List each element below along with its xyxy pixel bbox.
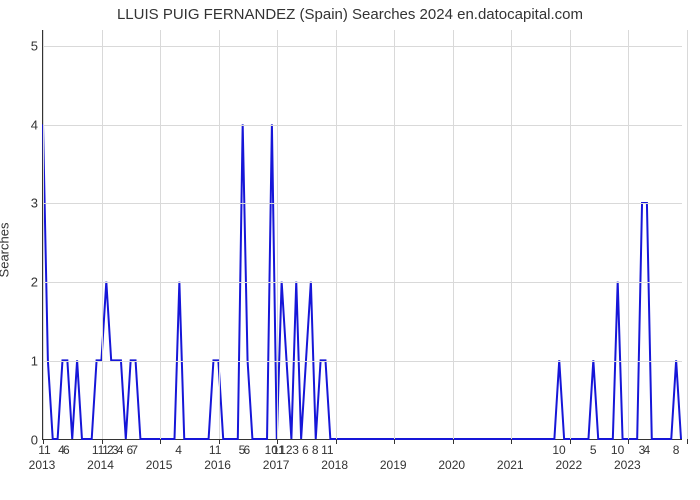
grid-line-v (219, 30, 220, 439)
x-tick-mark (511, 439, 512, 444)
x-value-mark: 4 (175, 443, 182, 457)
x-value-mark: 11 (209, 443, 221, 457)
grid-line-h (43, 46, 682, 47)
x-tick-mark (687, 439, 688, 444)
grid-line-h (43, 361, 682, 362)
x-value-mark: 11 (38, 443, 50, 457)
y-tick-label: 0 (8, 433, 38, 448)
grid-line-h (43, 125, 682, 126)
y-tick-label: 2 (8, 275, 38, 290)
x-value-mark: 12 (279, 443, 292, 457)
y-tick-label: 1 (8, 354, 38, 369)
grid-line-v (511, 30, 512, 439)
x-value-mark: 6 (244, 443, 251, 457)
grid-line-v (394, 30, 395, 439)
x-tick-mark (394, 439, 395, 444)
y-axis-label: Searches (0, 223, 12, 278)
x-tick-mark (160, 439, 161, 444)
grid-line-v (43, 30, 44, 439)
x-value-mark: 4 (117, 443, 124, 457)
grid-line-v (102, 30, 103, 439)
x-major-label: 2017 (263, 458, 290, 472)
x-value-mark: 3 (292, 443, 299, 457)
plot-area (42, 30, 682, 440)
x-major-label: 2016 (204, 458, 231, 472)
grid-line-v (628, 30, 629, 439)
x-tick-mark (628, 439, 629, 444)
grid-line-v (570, 30, 571, 439)
x-value-mark: 10 (611, 443, 624, 457)
grid-line-v (336, 30, 337, 439)
x-value-mark: 8 (673, 443, 680, 457)
chart-title: LLUIS PUIG FERNANDEZ (Spain) Searches 20… (0, 6, 700, 23)
x-major-label: 2019 (380, 458, 407, 472)
x-value-mark: 8 (312, 443, 319, 457)
grid-line-v (277, 30, 278, 439)
x-value-mark: 5 (590, 443, 597, 457)
x-tick-mark (570, 439, 571, 444)
x-tick-mark (336, 439, 337, 444)
x-major-label: 2023 (614, 458, 641, 472)
grid-line-v (687, 30, 688, 439)
x-major-label: 2021 (497, 458, 524, 472)
x-major-label: 2013 (29, 458, 56, 472)
y-tick-label: 4 (8, 117, 38, 132)
y-tick-label: 5 (8, 38, 38, 53)
x-major-label: 2022 (555, 458, 582, 472)
x-major-label: 2014 (87, 458, 114, 472)
x-value-mark: 11 (321, 443, 333, 457)
y-tick-label: 3 (8, 196, 38, 211)
x-major-label: 2020 (438, 458, 465, 472)
x-value-mark: 10 (552, 443, 565, 457)
grid-line-v (453, 30, 454, 439)
x-value-mark: 6 (302, 443, 309, 457)
grid-line-h (43, 203, 682, 204)
x-value-mark: 7 (131, 443, 138, 457)
x-tick-mark (453, 439, 454, 444)
x-major-label: 2015 (146, 458, 173, 472)
grid-line-h (43, 282, 682, 283)
x-major-label: 2018 (321, 458, 348, 472)
x-value-mark: 4 (644, 443, 651, 457)
x-value-mark: 6 (63, 443, 70, 457)
line-chart-svg (43, 30, 682, 439)
chart-container: LLUIS PUIG FERNANDEZ (Spain) Searches 20… (0, 0, 700, 500)
grid-line-v (160, 30, 161, 439)
